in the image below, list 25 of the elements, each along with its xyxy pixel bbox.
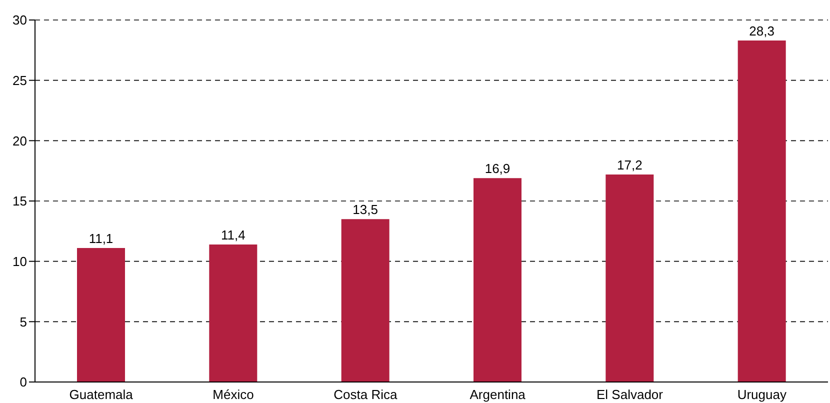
y-tick-label: 25	[12, 72, 27, 88]
y-tick-label: 15	[12, 194, 27, 209]
y-tick-label: 10	[12, 254, 27, 269]
y-tick-label: 30	[12, 12, 27, 28]
y-tick-label: 20	[12, 133, 27, 148]
data-label: 17,2	[617, 157, 642, 172]
x-tick-label: Costa Rica	[334, 387, 398, 402]
bar	[738, 40, 786, 382]
x-tick-label: El Salvador	[596, 387, 664, 402]
bar	[341, 219, 390, 382]
data-label: 13,5	[352, 202, 378, 218]
y-tick-label: 0	[20, 374, 27, 390]
x-tick-label: Argentina	[470, 387, 526, 402]
x-tick-label: Guatemala	[69, 387, 134, 402]
data-label: 28,3	[749, 24, 774, 39]
x-tick-label: México	[212, 387, 254, 402]
bar	[209, 244, 258, 382]
data-label: 11,4	[220, 227, 246, 242]
y-tick-label: 5	[20, 314, 27, 330]
data-label: 11,1	[88, 231, 114, 246]
data-label: 16,9	[484, 161, 510, 176]
bar	[474, 178, 522, 382]
x-tick-label: Uruguay	[737, 387, 787, 402]
bar	[77, 248, 125, 382]
bar	[606, 174, 654, 382]
